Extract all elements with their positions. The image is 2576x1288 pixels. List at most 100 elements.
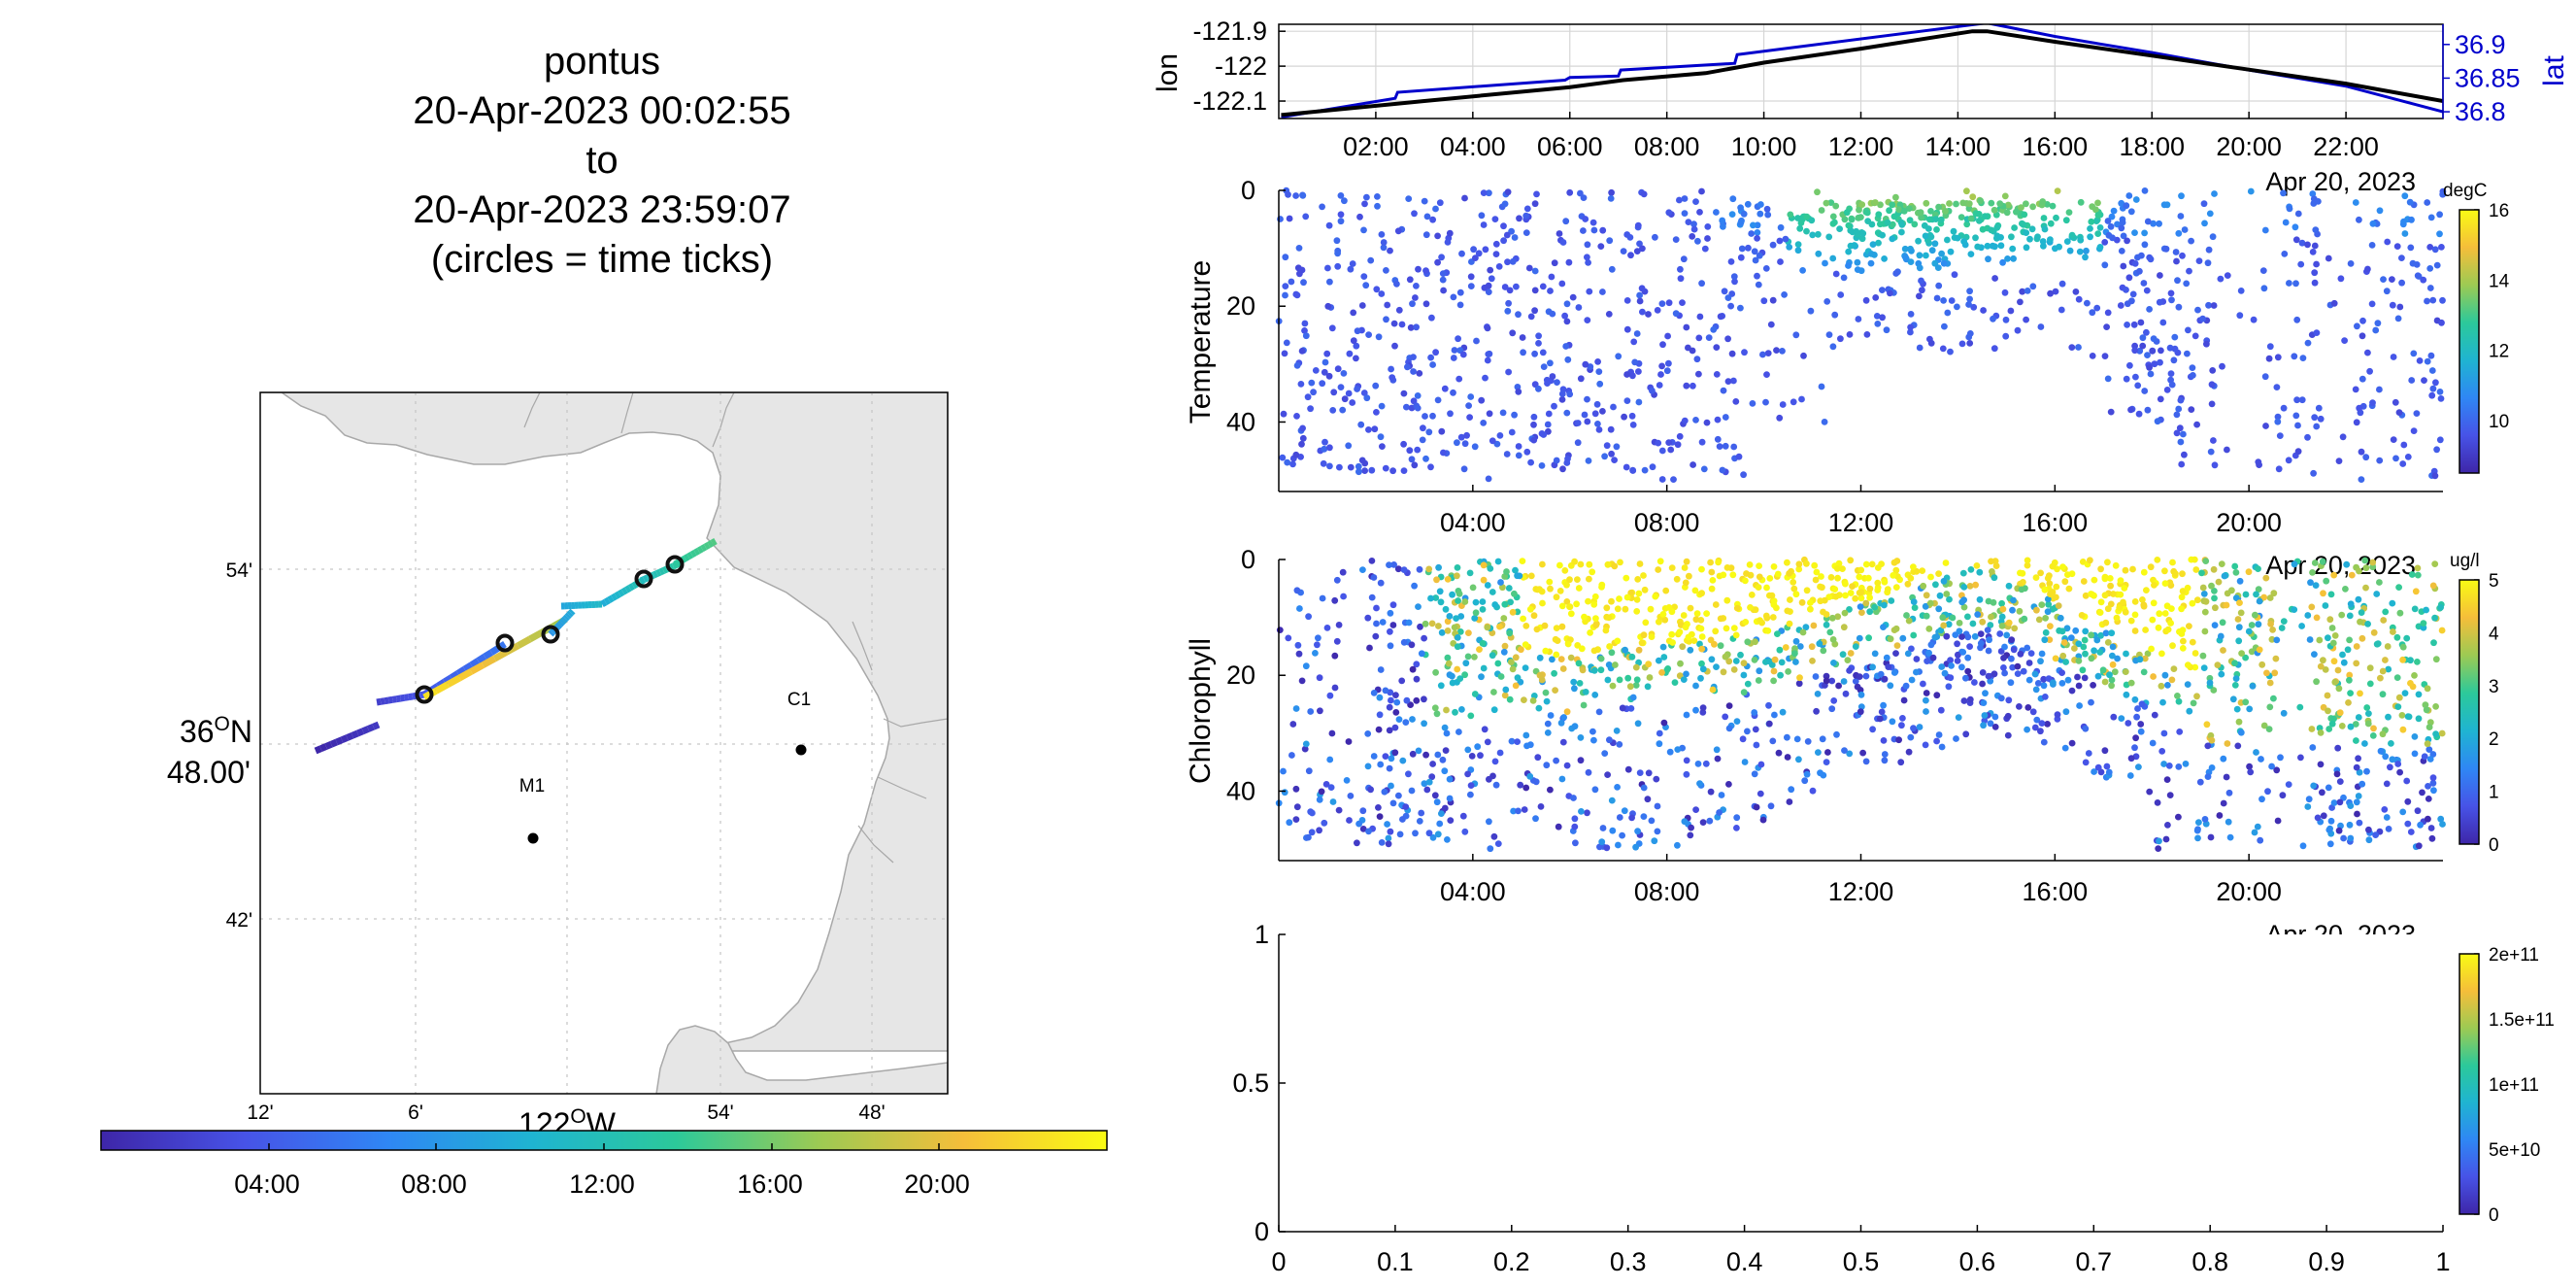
temperature-point (1575, 304, 1583, 311)
temperature-point (1640, 190, 1648, 198)
chlorophyll-point (1436, 820, 1444, 828)
temperature-point (1509, 329, 1517, 337)
chlorophyll-point (1765, 701, 1772, 709)
chlorophyll-point (1716, 809, 1723, 816)
temperature-point (1991, 275, 1999, 282)
chlorophyll-point (1444, 836, 1451, 843)
chlorophyll-point (2037, 569, 2045, 577)
chlorophyll-point (2042, 628, 2050, 636)
temperature-point (1822, 259, 1828, 267)
chlorophyll-point (2131, 611, 2139, 619)
temperature-point (1724, 335, 1731, 343)
chlorophyll-point (1612, 661, 1619, 668)
chlorophyll-point (2305, 796, 2313, 803)
chlorophyll-point (1717, 615, 1724, 623)
temperature-point (1636, 240, 1643, 248)
chlorophyll-point (1423, 786, 1431, 794)
chlorophyll-point (2044, 608, 2052, 616)
temperature-point (2312, 226, 2320, 234)
track-segment (548, 629, 555, 637)
temperature-point (1755, 281, 1762, 288)
time-colorbar-tick-label: 04:00 (234, 1169, 300, 1199)
chlorophyll-point (1591, 786, 1599, 794)
chlorophyll-point (1608, 597, 1615, 605)
chlorophyll-point (2235, 718, 2243, 726)
temperature-point (1623, 325, 1631, 333)
chlorophyll-point (1756, 667, 1763, 675)
temperature-point (2023, 229, 2030, 237)
temperature-point (1689, 233, 1696, 240)
temperature-point (1655, 439, 1662, 447)
chlorophyll-point (1595, 708, 1603, 716)
temperature-point (1594, 358, 1601, 365)
temperature-point (1326, 278, 1333, 286)
temperature-point (1383, 316, 1389, 323)
chlorophyll-point (1656, 729, 1663, 737)
temperature-point (2424, 199, 2431, 206)
chlorophyll-point (2357, 690, 2363, 697)
chlorophyll-point (2117, 577, 2124, 585)
chlorophyll-point (2320, 590, 2326, 597)
chlorophyll-point (2107, 582, 2115, 590)
temperature-point (1292, 451, 1300, 458)
temperature-point (2436, 230, 2443, 238)
chlorophyll-point (1494, 558, 1502, 565)
chlorophyll-point (2190, 699, 2197, 707)
temperature-point (2392, 455, 2399, 462)
temperature-point (1558, 396, 1566, 403)
temperature-point (1703, 419, 1711, 426)
chlorophyll-point (1902, 682, 1910, 690)
chlorophyll-point (1633, 608, 1641, 615)
temperature-point (1737, 204, 1744, 212)
chlorophyll-point (1740, 689, 1748, 696)
chlorophyll-point (1987, 622, 1994, 628)
temperature-point (2384, 238, 2392, 246)
chlorophyll-point (1558, 623, 1566, 630)
chlorophyll-point (1866, 593, 1873, 601)
chlorophyll-point (1991, 713, 1999, 721)
chlorophyll-point (1831, 586, 1839, 593)
temperature-point (1574, 439, 1582, 447)
temperature-point (2352, 386, 2359, 393)
chlorophyll-point (2255, 586, 2262, 593)
chlorophyll-point (1936, 592, 1944, 599)
temperature-point (2157, 358, 2163, 366)
temperature-point (1288, 278, 1295, 286)
chlorophyll-point (1828, 677, 1836, 685)
chlorophyll-point (2126, 772, 2134, 779)
chlorophyll-point (1564, 640, 1572, 648)
temperature-point (2094, 230, 2102, 238)
chlorophyll-point (2214, 661, 2222, 668)
temperature-point (1638, 285, 1646, 292)
chlorophyll-point (1501, 692, 1509, 699)
temperature-point (2431, 246, 2439, 254)
temperature-point (1917, 209, 1924, 217)
temperature-point (1302, 213, 1310, 220)
temperature-point (1349, 399, 1356, 406)
temperature-point (1467, 393, 1475, 400)
chlorophyll-point (1967, 566, 1975, 573)
temperature-point (1887, 289, 1893, 297)
chlorophyll-point (1579, 666, 1587, 674)
temperature-point (2408, 216, 2415, 223)
chlorophyll-point (2432, 656, 2440, 663)
temperature-point (1420, 424, 1426, 432)
temperature-point (2256, 461, 2263, 468)
chlorophyll-point (1840, 678, 1848, 685)
chlorophyll-point (1333, 576, 1341, 584)
empty-colorbar-tick-label: 1.5e+11 (2489, 1010, 2555, 1031)
chlorophyll-point (2122, 566, 2129, 574)
temperature-point (1905, 205, 1913, 213)
chlorophyll-point (1472, 598, 1480, 606)
chlorophyll-point (2326, 616, 2334, 624)
chlorophyll-point (2278, 625, 2286, 631)
track-segment (449, 670, 460, 681)
x-tick-label: 16:00 (2023, 877, 2089, 906)
empty-x-tick-label: 0.4 (1726, 1247, 1763, 1276)
chlorophyll-point (2193, 596, 2201, 604)
chlorophyll-point (1784, 607, 1791, 615)
temperature-point (2119, 219, 2126, 226)
temperature-point (1901, 245, 1909, 253)
temperature-point (1298, 266, 1306, 274)
chlorophyll-point (1775, 749, 1783, 757)
